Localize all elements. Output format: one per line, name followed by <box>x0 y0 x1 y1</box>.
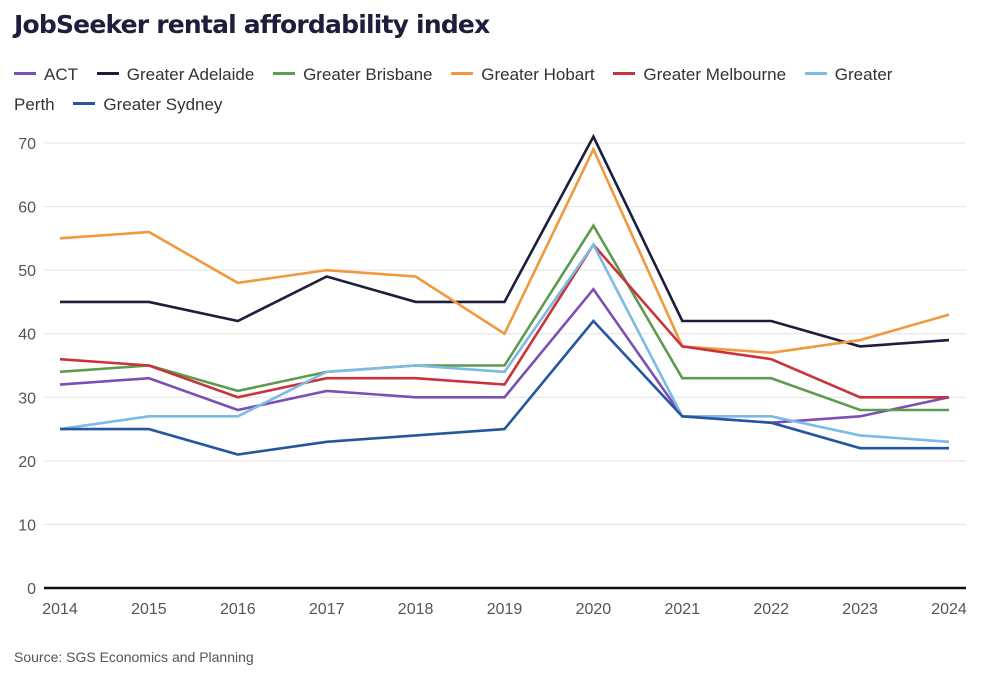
legend-label: ACT <box>44 65 78 84</box>
y-tick-label: 10 <box>18 517 36 534</box>
x-tick-label: 2020 <box>576 601 612 618</box>
legend-item: Greater Perth <box>14 65 892 114</box>
x-tick-label: 2015 <box>131 601 167 618</box>
legend-label: Greater Adelaide <box>126 65 255 84</box>
y-tick-label: 50 <box>18 263 36 280</box>
legend-swatch <box>96 72 119 76</box>
x-tick-label: 2021 <box>665 601 701 618</box>
x-tick-label: 2019 <box>487 601 523 618</box>
x-tick-label: 2023 <box>842 601 878 618</box>
series-line-greater-melbourne <box>59 242 949 399</box>
x-tick-label: 2017 <box>309 601 345 618</box>
x-tick-label: 2018 <box>398 601 434 618</box>
legend-swatch <box>273 72 296 76</box>
y-tick-label: 40 <box>18 327 36 344</box>
x-tick-label: 2016 <box>220 601 256 618</box>
legend-item: Greater Melbourne <box>613 65 786 84</box>
y-tick-label: 0 <box>27 581 36 598</box>
series-line-act <box>59 287 950 425</box>
y-axis-tick-labels: 0 10 20 30 40 50 60 70 <box>18 136 36 598</box>
x-tick-label: 2022 <box>753 601 789 618</box>
legend-label: Greater Perth <box>14 65 893 114</box>
y-tick-label: 30 <box>18 390 36 407</box>
legend-label: Greater Melbourne <box>643 65 787 84</box>
series-line-greater-hobart <box>59 146 950 355</box>
legend-item: Greater Adelaide <box>96 65 255 84</box>
legend-label: Greater Hobart <box>481 65 595 84</box>
legend-swatch <box>804 72 827 76</box>
legend-item: Greater Sydney <box>73 95 222 114</box>
y-tick-label: 70 <box>18 136 36 153</box>
series-lines <box>59 133 950 456</box>
series-line-greater-adelaide <box>60 133 950 348</box>
y-tick-label: 20 <box>18 454 36 471</box>
series-line-greater-sydney <box>60 319 949 456</box>
x-axis-tick-labels: 2014 2015 2016 2017 2018 2019 2020 2021 2022 2023… <box>42 601 967 618</box>
legend-swatch <box>14 72 36 76</box>
legend: ACT Greater Adelaide Greater Brisbane Gr… <box>14 60 944 120</box>
series-line-greater-brisbane <box>59 223 949 412</box>
legend-item: Greater Hobart <box>451 65 595 84</box>
chart-title: JobSeeker rental affordability index <box>14 10 490 39</box>
series-line-greater-perth <box>59 242 950 444</box>
legend-swatch <box>73 102 96 106</box>
legend-swatch <box>451 72 474 76</box>
x-tick-label: 2024 <box>931 601 967 618</box>
legend-item: ACT <box>14 65 78 84</box>
x-tick-label: 2014 <box>42 601 78 618</box>
source-note: Source: SGS Economics and Planning <box>14 649 254 665</box>
legend-label: Greater Brisbane <box>303 65 433 84</box>
legend-item: Greater Brisbane <box>273 65 433 84</box>
legend-swatch <box>613 72 636 76</box>
legend-label: Greater Sydney <box>103 95 223 114</box>
y-tick-label: 60 <box>18 200 36 217</box>
